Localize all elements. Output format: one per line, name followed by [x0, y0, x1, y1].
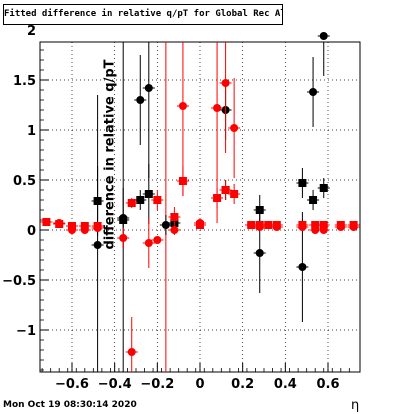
data-point-circle — [309, 88, 318, 96]
y-tick-label: 2 — [27, 24, 36, 39]
data-point-circle — [127, 348, 136, 356]
grid — [40, 42, 360, 372]
footer-timestamp: Mon Oct 19 08:30:14 2020 — [3, 400, 137, 410]
data-point-circle — [230, 124, 239, 132]
data-point-square — [93, 222, 102, 230]
data-point-circle — [255, 249, 264, 257]
data-point-square — [119, 216, 128, 224]
data-point-square — [153, 196, 162, 204]
data-point-square — [247, 221, 256, 229]
y-tick-label: −1 — [16, 324, 36, 339]
data-point-square — [272, 221, 281, 229]
data-point-square — [255, 221, 264, 229]
data-point-circle — [136, 96, 145, 104]
data-point-circle — [298, 263, 307, 271]
data-point-circle — [178, 102, 187, 110]
data-point-square — [55, 220, 64, 228]
data-point-square — [311, 221, 320, 229]
data-point-circle — [144, 239, 153, 247]
data-point-square — [298, 179, 307, 187]
data-point-square — [319, 221, 328, 229]
x-tick-label: 0.4 — [274, 377, 297, 392]
data-point-square — [68, 222, 76, 230]
x-tick-label: 0.6 — [316, 377, 339, 392]
data-point-square — [336, 221, 345, 229]
data-point-circle — [221, 79, 230, 87]
x-tick-label: −0.2 — [140, 377, 174, 392]
y-tick-label: −0.5 — [2, 274, 36, 289]
x-tick-label: −0.6 — [55, 377, 89, 392]
x-tick-label: −0.4 — [98, 377, 132, 392]
data-point-circle — [319, 32, 328, 40]
data-point-circle — [144, 84, 153, 92]
data-point-square — [349, 221, 358, 229]
data-point-circle — [93, 241, 102, 249]
data-point-square — [178, 177, 187, 185]
data-point-circle — [153, 236, 162, 244]
data-point-square — [93, 197, 102, 205]
y-tick-label: 0 — [27, 224, 36, 239]
y-tick-label: 1 — [27, 124, 36, 139]
data-point-circle — [170, 226, 179, 234]
data-point-square — [213, 194, 222, 202]
data-point-square — [136, 196, 145, 204]
data-point-square — [264, 221, 273, 229]
data-point-square — [127, 199, 136, 207]
data-point-square — [170, 213, 179, 221]
data-point-circle — [119, 234, 128, 242]
data-point-square — [319, 184, 328, 192]
x-tick-label: 0.2 — [231, 377, 254, 392]
data-point-circle — [161, 221, 170, 229]
data-point-square — [80, 222, 89, 230]
data-point-square — [309, 196, 318, 204]
y-tick-label: 1.5 — [13, 74, 36, 89]
y-axis-label: difference in relative q/pT — [102, 59, 118, 250]
data-point-square — [221, 186, 230, 194]
data-point-square — [230, 190, 239, 198]
data-point-square — [255, 206, 264, 214]
data-point-square — [42, 218, 51, 226]
data-point-square — [144, 190, 153, 198]
data-marks — [40, 32, 360, 372]
x-axis-label: η — [351, 398, 360, 413]
y-tick-label: 0.5 — [13, 174, 36, 189]
data-point-square — [298, 221, 307, 229]
chart-title: Fitted difference in relative q/pT for G… — [3, 4, 283, 25]
x-tick-label: 0 — [195, 377, 204, 392]
data-point-square — [196, 221, 204, 229]
axes: −0.6 −0.4 −0.2 0 0.2 0.4 0.6 −1 −0.5 0 0.5 1 1.5 2 — [2, 24, 350, 392]
data-point-circle — [213, 104, 222, 112]
